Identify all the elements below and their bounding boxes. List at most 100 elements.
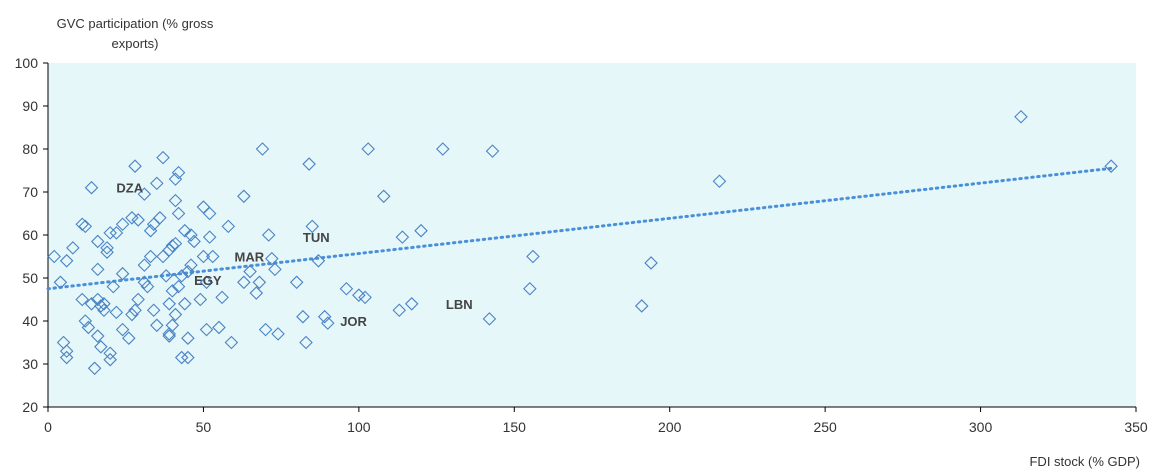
data-point	[122, 331, 136, 345]
y-tick-label: 20	[22, 399, 38, 415]
data-point	[162, 327, 177, 341]
country-label-lbn: LBN	[446, 297, 473, 312]
country-label-mar: MAR	[235, 250, 265, 265]
data-point	[109, 305, 124, 320]
data-point	[106, 279, 121, 294]
y-tick-label: 90	[22, 98, 38, 114]
y-tick-label: 40	[22, 313, 38, 329]
data-point	[181, 331, 195, 345]
data-point	[115, 266, 130, 281]
y-tick-label: 50	[22, 270, 38, 286]
data-point	[634, 299, 649, 313]
data-point	[131, 213, 145, 227]
data-point	[153, 211, 167, 225]
data-point	[404, 297, 419, 311]
plot-area	[48, 63, 1136, 407]
data-point	[94, 299, 108, 313]
data-point	[146, 303, 161, 318]
data-point	[165, 284, 180, 298]
data-point	[156, 150, 170, 165]
data-point	[255, 142, 270, 156]
data-point	[128, 159, 142, 173]
data-point	[482, 312, 497, 326]
x-tick-label: 300	[969, 419, 993, 435]
data-point	[296, 309, 310, 324]
data-point	[526, 249, 540, 264]
y-tick-label: 30	[22, 356, 38, 372]
y-tick-label: 60	[22, 227, 38, 243]
data-point	[97, 297, 111, 311]
data-point	[376, 189, 391, 204]
data-point	[414, 223, 428, 238]
data-point	[361, 142, 375, 156]
y-axis-title-line-1: GVC participation (% gross	[57, 16, 214, 31]
data-point	[177, 223, 192, 238]
data-point	[205, 249, 220, 264]
data-point	[224, 335, 239, 350]
data-point	[237, 275, 251, 290]
data-point	[174, 269, 189, 283]
data-point	[212, 320, 226, 335]
x-tick-label: 350	[1124, 419, 1148, 435]
data-point	[302, 157, 316, 171]
data-point	[137, 187, 152, 201]
data-point	[109, 226, 124, 240]
x-axis-title: FDI stock (% GDP)	[1029, 454, 1140, 469]
data-point	[289, 275, 304, 290]
data-point	[252, 275, 267, 290]
country-label-jor: JOR	[340, 314, 367, 329]
data-point	[125, 307, 139, 322]
data-point	[1014, 109, 1028, 124]
data-point	[94, 340, 108, 354]
data-point	[90, 329, 105, 343]
data-point	[150, 318, 164, 333]
data-point	[265, 251, 279, 266]
country-label-dza: DZA	[116, 181, 143, 196]
data-point	[115, 217, 130, 232]
data-point	[181, 350, 195, 365]
data-point	[174, 350, 189, 365]
x-tick-label: 250	[813, 419, 837, 435]
y-tick-label: 100	[15, 55, 39, 71]
data-point	[436, 142, 450, 156]
country-label-tun: TUN	[303, 230, 330, 245]
data-point	[103, 226, 117, 240]
data-point	[103, 352, 117, 367]
data-point	[199, 275, 214, 290]
data-point	[78, 314, 93, 328]
x-tick-label: 100	[347, 419, 371, 435]
data-point	[81, 320, 96, 335]
data-point	[187, 234, 201, 249]
data-point	[168, 193, 183, 208]
trend-line	[46, 166, 1113, 291]
data-point	[261, 228, 276, 242]
data-point	[221, 219, 236, 234]
data-point	[100, 245, 114, 259]
data-point	[59, 350, 74, 365]
data-point	[317, 309, 332, 324]
data-point	[395, 230, 410, 244]
data-point	[249, 286, 264, 300]
data-point	[358, 290, 372, 305]
data-point	[150, 176, 164, 191]
data-point	[90, 234, 105, 249]
data-point	[1104, 159, 1118, 173]
data-point	[171, 279, 186, 294]
data-point	[59, 344, 74, 358]
data-point	[171, 165, 186, 180]
data-point	[237, 189, 251, 204]
data-point	[320, 316, 335, 330]
data-point	[168, 236, 183, 251]
data-point	[523, 281, 537, 296]
data-point	[215, 290, 229, 305]
y-axis-title-line-2: exports)	[112, 36, 159, 51]
data-point	[90, 292, 105, 307]
country-label-egy: EGY	[194, 273, 222, 288]
data-point	[103, 346, 117, 361]
data-point	[258, 322, 273, 337]
data-point	[162, 329, 177, 343]
data-point	[202, 230, 217, 244]
y-tick-label: 80	[22, 141, 38, 157]
data-point	[78, 219, 93, 234]
